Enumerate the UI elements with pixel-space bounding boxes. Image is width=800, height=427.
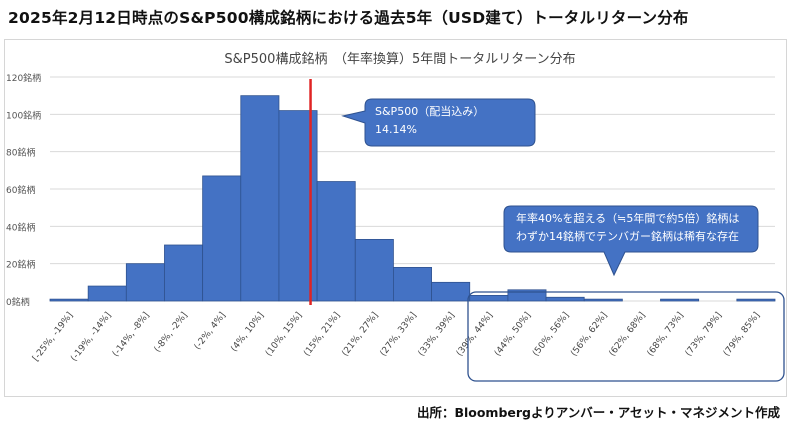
- x-tick-label: (50%, 56%]: [531, 311, 571, 359]
- x-tick-label: (62%, 68%]: [607, 311, 647, 359]
- histogram-bar: [507, 289, 547, 302]
- histogram-bar: [736, 298, 776, 302]
- x-tick-label: (-2%, 4%]: [193, 311, 228, 352]
- histogram-bar: [469, 294, 509, 302]
- tenbagger-callout-bubble: [503, 205, 759, 277]
- histogram-bar: [125, 263, 165, 302]
- x-tick-label: (15%, 21%]: [302, 311, 342, 359]
- x-tick-label: (68%, 73%]: [646, 311, 686, 359]
- x-tick-label: (4%, 10%]: [229, 311, 266, 354]
- histogram-bar: [545, 296, 585, 302]
- histogram-bar: [354, 238, 394, 302]
- y-tick-label: 120銘柄: [6, 72, 41, 84]
- y-axis-ticks: 0銘柄 20銘柄 40銘柄 60銘柄 80銘柄 100銘柄 120銘柄: [6, 72, 41, 308]
- x-tick-label: (-8%, -2%]: [153, 311, 190, 355]
- x-axis-ticks: [-25%, -19%](-19%, -14%](-14%, -8%] (-8%,…: [31, 311, 762, 364]
- y-tick-label: 60銘柄: [6, 184, 35, 196]
- histogram-bar: [202, 175, 242, 302]
- x-tick-label: (10%, 15%]: [264, 311, 304, 359]
- x-tick-label: (-19%, -14%]: [69, 311, 113, 364]
- source-note: 出所：Bloombergよりアンバー・アセット・マネジメント作成: [416, 405, 780, 420]
- histogram-bar: [164, 244, 204, 302]
- x-tick-label: (21%, 27%]: [340, 311, 380, 359]
- x-tick-label: (33%, 39%]: [417, 311, 457, 359]
- sp500-callout-label: S&P500（配当込み）: [375, 105, 485, 118]
- histogram-bar: [660, 298, 700, 302]
- x-tick-label: [-25%, -19%]: [31, 311, 75, 364]
- x-tick-label: (44%, 50%]: [493, 311, 533, 359]
- page-heading: 2025年2月12日時点のS&P500構成銘柄における過去5年（USD建て）トー…: [8, 9, 689, 27]
- chart-title: S&P500構成銘柄 （年率換算）5年間トータルリターン分布: [224, 52, 576, 67]
- x-tick-label: (73%, 79%]: [684, 311, 724, 359]
- histogram-bar: [240, 95, 280, 302]
- histogram-bar: [431, 281, 471, 302]
- y-tick-label: 0銘柄: [6, 296, 30, 308]
- histogram-bar: [49, 298, 89, 302]
- x-tick-label: (39%, 44%]: [455, 311, 495, 359]
- chart-frame: [4, 39, 787, 397]
- x-tick-label: (-14%, -8%]: [111, 311, 152, 359]
- histogram-bar: [583, 298, 623, 302]
- y-tick-label: 80銘柄: [6, 147, 35, 159]
- x-tick-label: (79%, 85%]: [722, 311, 762, 359]
- histogram-bar: [393, 266, 432, 302]
- y-tick-label: 100銘柄: [6, 109, 41, 121]
- sp500-callout-value: 14.14%: [375, 123, 417, 136]
- y-tick-label: 40銘柄: [6, 221, 35, 233]
- x-tick-label: (27%, 33%]: [378, 311, 418, 359]
- sp500-callout-bubble: [341, 98, 536, 147]
- tenbagger-callout-line2: わずか14銘柄でテンバガー銘柄は稀有な存在: [516, 230, 739, 243]
- y-tick-label: 20銘柄: [6, 259, 35, 271]
- histogram-bar: [87, 285, 127, 302]
- histogram-bar: [316, 181, 356, 302]
- tenbagger-callout-line1: 年率40%を超える（≒5年間で約5倍）銘柄は: [516, 212, 740, 225]
- high-return-highlight-box: [467, 291, 785, 382]
- x-tick-label: (56%, 62%]: [569, 311, 609, 359]
